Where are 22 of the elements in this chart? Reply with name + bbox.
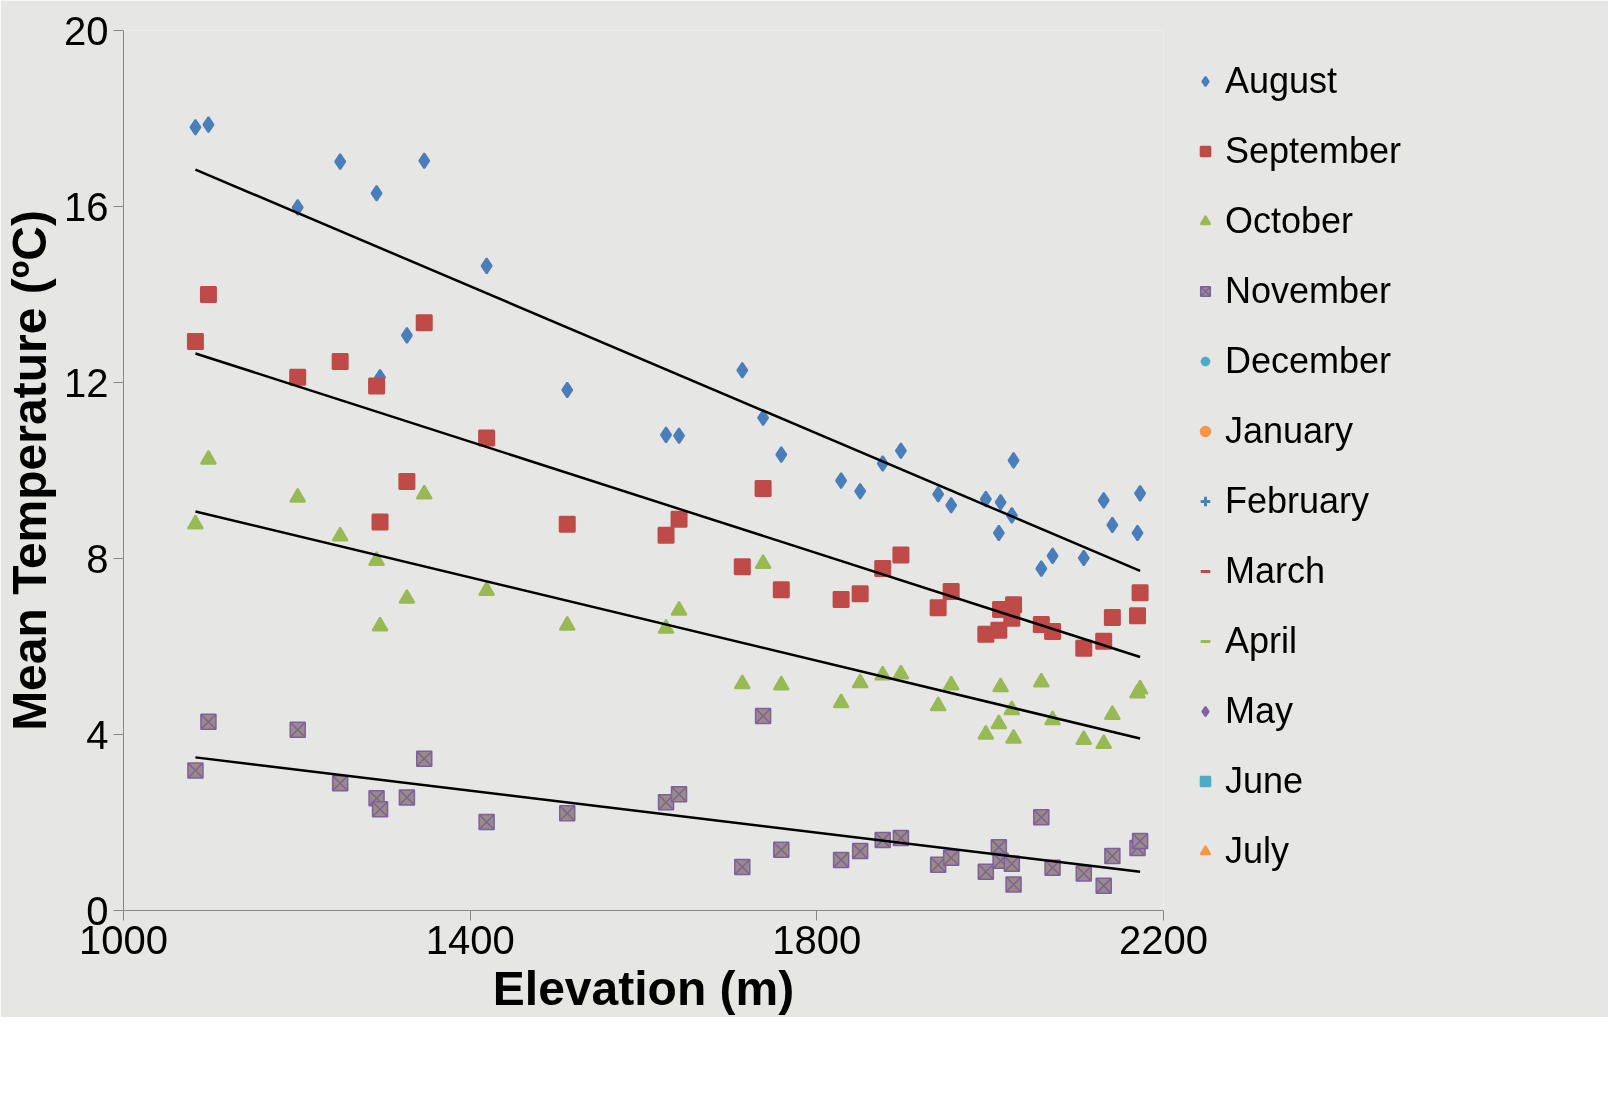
x-tick-label: 1400: [425, 917, 515, 962]
legend-label: March: [1225, 550, 1326, 592]
legend-label: July: [1225, 830, 1290, 872]
x-tick-label: 2200: [1119, 917, 1208, 962]
y-tick-label: 12: [64, 360, 109, 405]
x-axis-title: Elevation (m): [492, 961, 795, 1015]
y-tick-label: 8: [86, 536, 109, 581]
legend-label: November: [1225, 270, 1392, 312]
legend-label: December: [1225, 340, 1392, 382]
y-tick-label: 20: [64, 8, 109, 53]
legend-label: August: [1225, 60, 1338, 102]
legend-label: February: [1225, 480, 1370, 522]
legend-label: April: [1225, 620, 1298, 662]
legend-label: September: [1225, 130, 1402, 172]
legend-label: October: [1225, 200, 1354, 242]
legend-label: January: [1225, 410, 1354, 452]
legend-label: May: [1225, 690, 1294, 732]
x-tick-label: 1800: [772, 917, 862, 962]
y-axis-title: Mean Temperature (ºC): [3, 210, 57, 731]
y-tick-label: 16: [64, 184, 109, 229]
legend-label: June: [1225, 760, 1304, 802]
y-tick-label: 4: [86, 712, 109, 757]
